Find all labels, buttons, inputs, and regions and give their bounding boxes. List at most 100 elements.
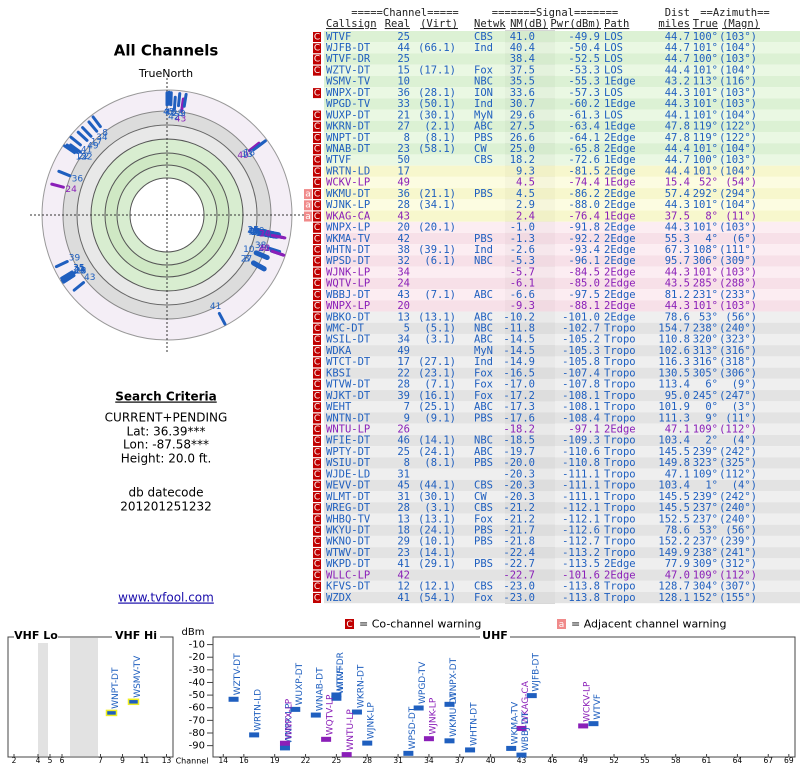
spectrum-bar — [331, 695, 342, 701]
table-cell: 44.7 — [665, 31, 690, 43]
warning-letter: C — [314, 537, 320, 547]
warning-letter: C — [314, 335, 320, 345]
row-bg — [324, 210, 800, 222]
table-cell: 2Edge — [604, 143, 636, 155]
table-cell: 10 — [397, 76, 410, 88]
radar-mark — [91, 115, 102, 129]
row-bg — [324, 120, 800, 132]
table-cell: 101° — [693, 64, 718, 76]
table-cell: 44.3 — [665, 266, 690, 278]
spectrum-bar — [290, 706, 301, 712]
panel-label-bg — [480, 630, 510, 643]
radar-mark — [253, 250, 270, 261]
table-cell: -5.3 — [510, 255, 535, 267]
site-link[interactable]: www.tvfool.com — [118, 591, 214, 605]
table-cell: (25.1) — [418, 401, 456, 413]
table-cell: WQTV-LP — [326, 278, 370, 290]
group-header: =====Channel===== — [351, 7, 458, 19]
radar-label: 34 — [96, 133, 108, 143]
warning-letter: C — [314, 515, 320, 525]
table-cell: 29 — [397, 536, 410, 548]
x-tick-label: 49 — [578, 756, 588, 765]
table-cell: (104°) — [719, 42, 757, 54]
table-cell: (122°) — [719, 132, 757, 144]
table-cell: CBS — [474, 502, 493, 514]
table-cell: LOS — [604, 87, 623, 99]
radar-mark — [271, 234, 287, 240]
x-tick-label: 31 — [393, 756, 403, 765]
radar-mark — [254, 139, 267, 150]
table-cell: 102.6 — [658, 345, 690, 357]
warning-icon — [313, 166, 321, 177]
table-cell: -63.4 — [568, 121, 600, 133]
radar-mark — [264, 230, 281, 238]
table-cell: 8 — [404, 457, 410, 469]
table-cell: NBC — [474, 76, 493, 88]
table-cell: 2Edge — [604, 244, 636, 256]
table-cell: WTWV-DT — [326, 547, 371, 559]
table-cell: 8 — [404, 132, 410, 144]
table-cell: 24 — [397, 278, 410, 290]
spectrum-label: WCKV-LP — [583, 681, 593, 722]
table-cell: WHBQ-TV — [326, 513, 371, 525]
radar-label: 15 — [248, 227, 259, 237]
table-cell: 2Edge — [604, 278, 636, 290]
x-tick-label: 9 — [120, 756, 125, 765]
table-cell: 1Edge — [604, 76, 636, 88]
table-cell: 23 — [397, 547, 410, 559]
table-cell: 43 — [397, 289, 410, 301]
column-header: Callsign — [326, 18, 377, 30]
table-cell: (155°) — [719, 592, 757, 604]
table-cell: 238° — [693, 323, 718, 335]
table-cell: NBC — [474, 435, 493, 447]
table-cell: -18.2 — [503, 424, 535, 436]
column-header: (Virt) — [420, 18, 458, 30]
table-cell: 2.4 — [516, 210, 535, 222]
table-cell: 2Edge — [604, 289, 636, 301]
table-cell: 44.7 — [665, 42, 690, 54]
radar-label: 25 — [247, 226, 258, 236]
table-cell: (50.1) — [418, 98, 456, 110]
table-cell: 110.8 — [658, 334, 690, 346]
table-cell: ABC — [474, 401, 493, 413]
spectrum-bar — [444, 701, 455, 707]
table-cell: NBC — [474, 255, 493, 267]
table-cell: 238° — [693, 547, 718, 559]
warning-icon — [313, 211, 321, 222]
spectrum-label: WRTN-LD — [254, 689, 264, 731]
table-cell: WPTY-DT — [326, 446, 371, 458]
radar-mark — [50, 182, 65, 189]
warning-letter: C — [314, 32, 320, 42]
table-cell: 78.6 — [665, 311, 690, 323]
table-cell: (104°) — [719, 165, 757, 177]
warning-icon — [313, 290, 321, 301]
warning-icon — [313, 323, 321, 334]
warning-letter: a — [305, 189, 311, 199]
table-cell: 9 — [404, 412, 410, 424]
y-tick-label: -20 — [189, 652, 205, 663]
table-cell: (241°) — [719, 547, 757, 559]
table-cell: -21.7 — [503, 524, 535, 536]
x-tick-label: 64 — [733, 756, 743, 765]
warning-icon — [313, 233, 321, 244]
table-cell: 53° — [699, 311, 718, 323]
table-cell: Tropo — [604, 446, 636, 458]
table-cell: Fox — [474, 390, 493, 402]
table-cell: -22.7 — [503, 558, 535, 570]
table-cell: 1° — [705, 480, 718, 492]
table-cell: (24.1) — [418, 524, 456, 536]
spectrum-label: WNPX-LP — [284, 703, 294, 744]
spectrum-bar — [423, 736, 434, 742]
radar-label: 43 — [84, 273, 95, 283]
spectrum-bar — [578, 723, 589, 729]
warning-letter: C — [314, 380, 320, 390]
table-cell: 237° — [693, 502, 718, 514]
radar-label: 8 — [102, 128, 108, 138]
table-cell: 4° — [705, 233, 718, 245]
table-cell: 31 — [397, 468, 410, 480]
table-cell: (240°) — [719, 502, 757, 514]
table-cell: WKPD-DT — [326, 558, 371, 570]
table-cell: 52° — [699, 177, 718, 189]
table-cell: 2Edge — [604, 300, 636, 312]
warning-letter: C — [314, 245, 320, 255]
